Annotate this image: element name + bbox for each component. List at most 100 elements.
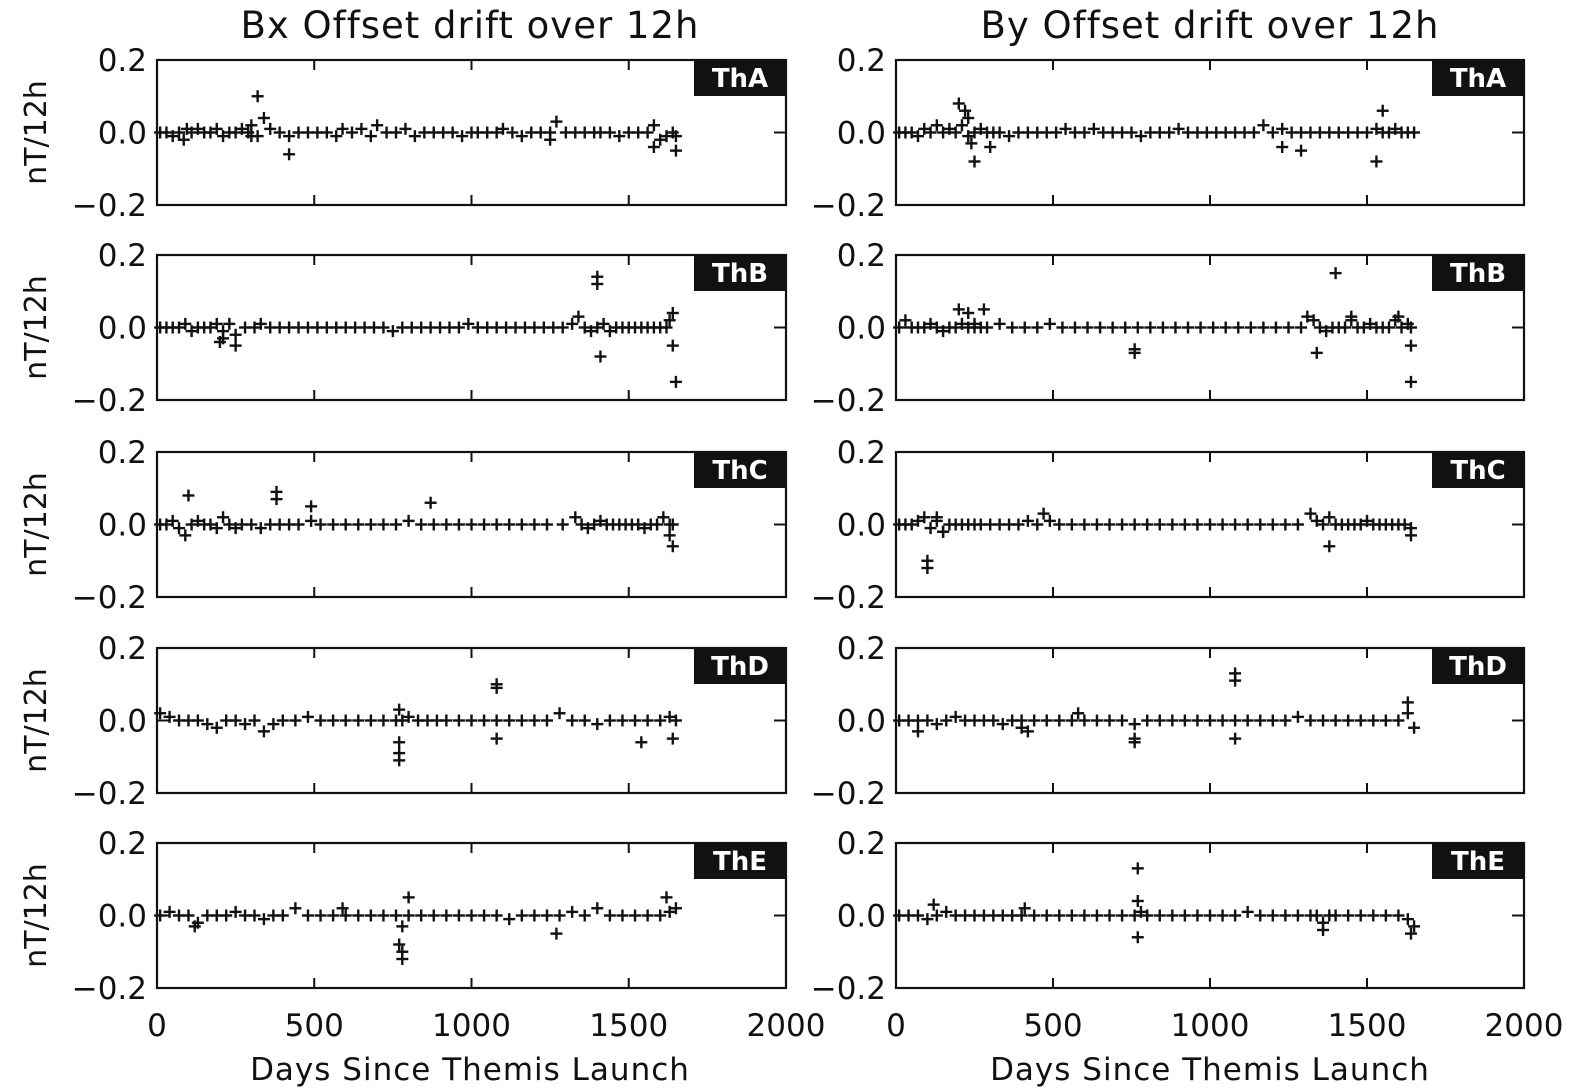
data-point: [1370, 122, 1383, 135]
data-point: [345, 126, 358, 139]
data-point: [1065, 909, 1078, 922]
data-point: [1295, 321, 1308, 334]
data-point: [1043, 317, 1056, 330]
data-point: [1144, 321, 1157, 334]
data-point: [1204, 909, 1216, 922]
data-point: [1018, 321, 1031, 334]
data-point: [314, 909, 327, 922]
data-point: [1295, 144, 1308, 157]
data-point: [229, 714, 242, 727]
data-point: [641, 126, 654, 139]
data-point: [616, 714, 629, 727]
data-point: [1266, 714, 1279, 727]
data-point: [654, 714, 667, 727]
y-tick-label: −0.2: [72, 580, 147, 616]
data-point: [204, 321, 217, 334]
x-tick-label: 1000: [1171, 1008, 1250, 1044]
data-point: [415, 518, 428, 531]
data-point: [1194, 321, 1207, 334]
data-point: [528, 714, 541, 727]
data-point: [248, 321, 261, 334]
data-point: [1128, 736, 1141, 749]
data-point: [930, 511, 943, 524]
data-point: [1053, 518, 1066, 531]
data-point: [924, 522, 937, 535]
data-point: [911, 514, 924, 527]
x-tick-label: 2000: [1485, 1008, 1564, 1044]
data-point: [166, 514, 179, 527]
data-point: [465, 518, 478, 531]
data-point: [490, 126, 503, 139]
data-point: [968, 126, 981, 139]
data-point: [575, 518, 588, 531]
data-point: [393, 736, 406, 749]
data-point: [1065, 518, 1078, 531]
data-point: [981, 321, 994, 334]
data-point: [1254, 909, 1267, 922]
data-point: [267, 718, 280, 731]
data-point: [893, 321, 906, 334]
data-point: [663, 905, 676, 918]
data-point: [1090, 909, 1103, 922]
data-point: [427, 909, 440, 922]
probe-badge: [694, 648, 786, 684]
data-point: [1229, 667, 1242, 680]
y-tick-label: 0.2: [837, 238, 886, 274]
data-point: [1216, 909, 1229, 922]
data-point: [478, 909, 491, 922]
data-point: [503, 714, 516, 727]
data-point: [613, 130, 626, 143]
data-point: [1254, 714, 1267, 727]
data-point: [1172, 122, 1185, 135]
data-point: [943, 122, 956, 135]
data-point: [1116, 518, 1129, 531]
data-point: [1153, 518, 1166, 531]
data-point: [364, 130, 377, 143]
data-point: [217, 332, 230, 345]
data-point: [217, 130, 230, 143]
data-point: [1310, 514, 1323, 527]
data-point: [578, 714, 591, 727]
data-point: [339, 909, 352, 922]
y-tick-label: 0.0: [98, 899, 147, 935]
data-point: [1134, 130, 1147, 143]
y-axis-label: nT/12h: [19, 863, 54, 968]
data-point: [921, 554, 934, 567]
data-point: [657, 511, 670, 524]
data-point: [1131, 321, 1144, 334]
probe-badge-label: ThB: [712, 259, 768, 289]
data-point: [1247, 126, 1260, 139]
data-point: [1404, 927, 1417, 940]
data-point: [1015, 721, 1028, 734]
data-point: [270, 493, 283, 506]
data-point: [1103, 909, 1116, 922]
data-point: [1141, 909, 1154, 922]
data-point: [503, 913, 516, 926]
data-point: [251, 90, 264, 103]
data-point: [955, 317, 968, 330]
data-point: [364, 518, 377, 531]
y-tick-label: 0.2: [837, 43, 886, 79]
data-point: [327, 518, 340, 531]
panel-by-tha: 0.2 0.0 −0.2 ThA: [811, 43, 1526, 224]
data-point: [635, 736, 648, 749]
data-point: [1229, 714, 1242, 727]
data-point: [1028, 714, 1041, 727]
data-point: [996, 718, 1009, 731]
data-point: [937, 126, 950, 139]
data-point: [1357, 321, 1370, 334]
data-point: [1103, 714, 1116, 727]
data-point: [591, 902, 604, 915]
data-point: [663, 529, 676, 542]
data-point: [390, 909, 403, 922]
data-point: [924, 317, 937, 330]
data-point: [352, 518, 365, 531]
data-point: [566, 317, 579, 330]
data-point: [393, 703, 406, 716]
data-point: [210, 317, 223, 330]
data-point: [1178, 909, 1191, 922]
data-point: [1207, 321, 1220, 334]
data-point: [1068, 321, 1081, 334]
x-tick-label: 0: [886, 1008, 906, 1044]
data-point: [1307, 314, 1320, 327]
